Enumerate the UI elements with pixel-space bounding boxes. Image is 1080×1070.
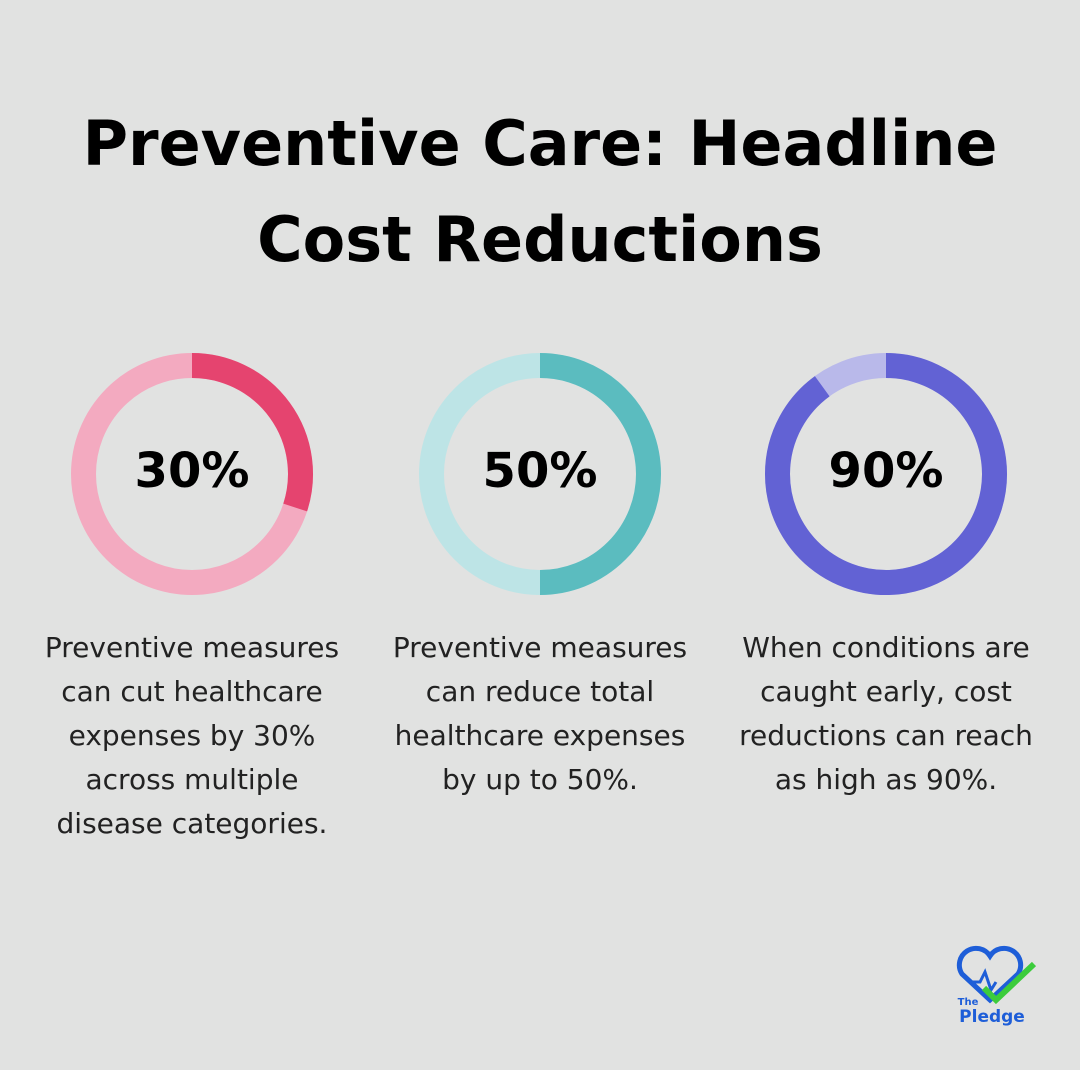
logo-pulse <box>970 968 998 994</box>
logo: The Pledge <box>956 945 1037 1027</box>
donut-arc <box>765 353 1007 595</box>
caption: Preventive measures can reduce total hea… <box>392 631 688 796</box>
donut-arc <box>191 353 313 512</box>
value-label: 50% <box>483 443 598 499</box>
value-label: 30% <box>135 443 250 499</box>
logo-check <box>981 961 1037 1005</box>
donut-arc <box>539 353 661 595</box>
logo-heart <box>956 945 1024 1004</box>
caption: When conditions are caught early, cost r… <box>739 631 1033 796</box>
caption: Preventive measures can cut healthcare e… <box>44 631 340 840</box>
value-label: 90% <box>829 443 944 499</box>
logo-small: The <box>958 997 979 1008</box>
page-title: Preventive Care: Headline Cost Reduction… <box>82 107 998 276</box>
logo-big: Pledge <box>959 1007 1025 1027</box>
